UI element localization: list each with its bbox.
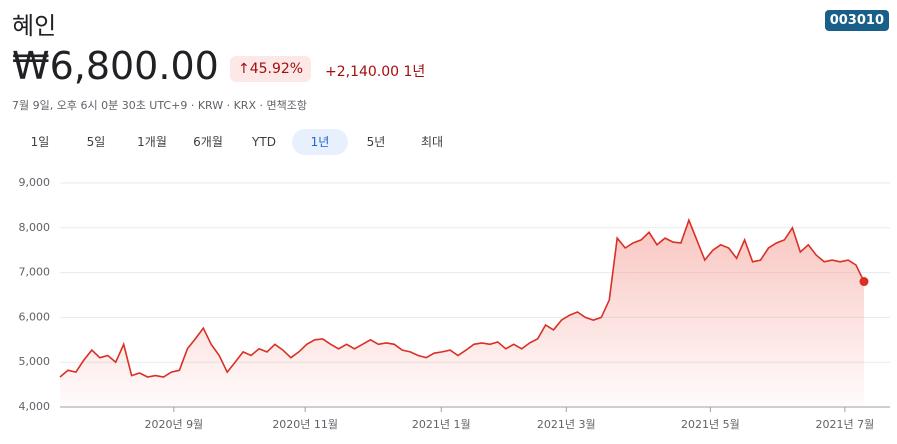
range-tab[interactable]: 1년 bbox=[292, 129, 348, 155]
x-tick-label: 2020년 11월 bbox=[272, 418, 338, 431]
x-tick-label: 2021년 7월 bbox=[816, 418, 875, 431]
range-tab[interactable]: 5일 bbox=[86, 135, 106, 149]
range-tab[interactable]: 1개월 bbox=[137, 135, 167, 149]
y-tick-label: 6,000 bbox=[19, 310, 51, 323]
price-line bbox=[59, 217, 865, 378]
range-tab[interactable]: YTD bbox=[252, 135, 276, 149]
y-tick-label: 9,000 bbox=[19, 176, 51, 189]
y-tick-label: 8,000 bbox=[19, 221, 51, 234]
x-tick-label: 2020년 9월 bbox=[144, 418, 203, 431]
range-tab[interactable]: 6개월 bbox=[193, 135, 223, 149]
info-line: 7월 9일, 오후 6시 0분 30초 UTC+9 · KRW · KRX · … bbox=[12, 99, 307, 112]
y-tick-label: 5,000 bbox=[19, 355, 51, 368]
x-tick-label: 2021년 3월 bbox=[537, 418, 596, 431]
x-tick-label: 2021년 5월 bbox=[681, 418, 740, 431]
change-percent: ↑45.92% bbox=[230, 56, 312, 82]
ticker-badge[interactable]: 003010 bbox=[824, 10, 889, 31]
range-tab[interactable]: 5년 bbox=[366, 135, 386, 149]
y-tick-label: 4,000 bbox=[19, 400, 51, 413]
price: ₩6,800.00 bbox=[12, 44, 219, 88]
range-tab[interactable]: 1일 bbox=[30, 135, 50, 149]
last-point bbox=[859, 277, 869, 287]
change-absolute: +2,140.00 1년 bbox=[325, 64, 426, 80]
area-fill bbox=[60, 220, 864, 407]
range-tabs: 1일 5일 1개월 6개월 YTD 1년 5년 최대 bbox=[12, 129, 460, 155]
y-tick-label: 7,000 bbox=[19, 266, 51, 279]
range-tab[interactable]: 최대 bbox=[420, 135, 444, 149]
x-tick-label: 2021년 1월 bbox=[412, 418, 471, 431]
stock-name: 혜인 bbox=[12, 12, 57, 40]
